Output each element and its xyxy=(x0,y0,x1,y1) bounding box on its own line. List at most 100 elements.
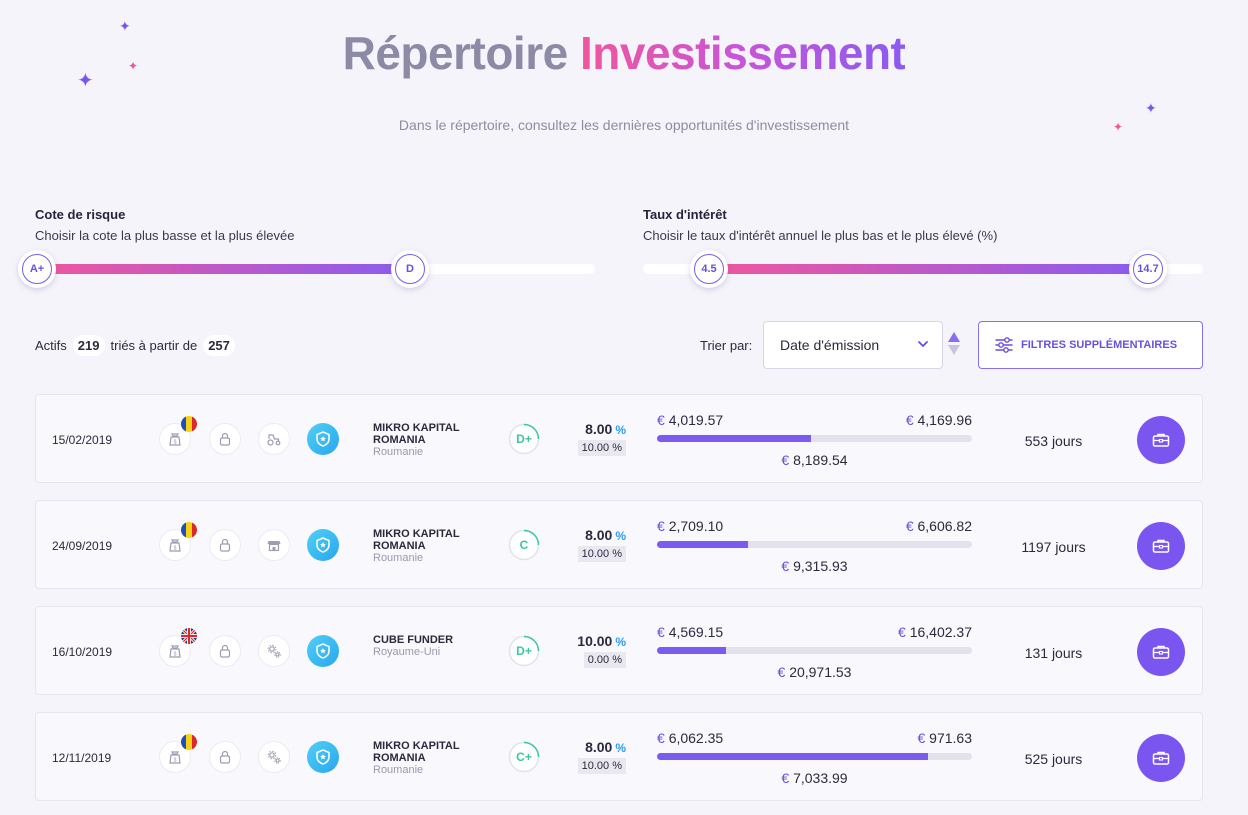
risk-grade: D+ xyxy=(516,432,532,446)
loan-term: 1197 jours xyxy=(1021,539,1086,555)
risk-grade: C+ xyxy=(516,750,532,764)
total-value: 20,971.53 xyxy=(789,664,852,680)
interest-min-value: 4.5 xyxy=(694,254,724,284)
company-info: MIKRO KAPITAL ROMANIA Roumanie xyxy=(373,422,483,458)
gears-icon[interactable] xyxy=(258,741,290,773)
results-summary: Actifs 219 triés à partir de 257 xyxy=(35,335,235,356)
invested-value: 6,062.35 xyxy=(668,730,724,746)
shield-icon[interactable] xyxy=(307,529,339,561)
chevron-down-icon xyxy=(918,341,928,348)
active-count: 219 xyxy=(72,335,105,356)
romania-flag-icon xyxy=(181,734,197,750)
briefcase-icon xyxy=(1152,645,1170,659)
risk-grade: C xyxy=(519,538,529,552)
company-info: MIKRO KAPITAL ROMANIA Roumanie xyxy=(373,528,483,564)
lock-icon[interactable] xyxy=(209,741,241,773)
secondary-rate: 10.00 % xyxy=(577,546,626,562)
risk-grade: D+ xyxy=(516,644,532,658)
svg-text:$: $ xyxy=(174,546,177,552)
shield-icon[interactable] xyxy=(307,423,339,455)
lock-icon[interactable] xyxy=(209,635,241,667)
loan-term: 553 jours xyxy=(1024,433,1083,449)
currency-symbol: € xyxy=(777,664,786,680)
loan-date: 16/10/2019 xyxy=(52,645,113,659)
funding-progress-bar xyxy=(657,753,972,760)
invest-button[interactable] xyxy=(1137,522,1185,570)
company-info: CUBE FUNDER Royaume-Uni xyxy=(373,634,483,658)
lock-icon[interactable] xyxy=(209,423,241,455)
risk-max-value: D xyxy=(395,254,425,284)
invested-amount: € 4,019.57 xyxy=(657,412,723,428)
interest-rate: 8.00% 10.00 % xyxy=(566,739,626,774)
store-icon[interactable] xyxy=(258,529,290,561)
currency-symbol: € xyxy=(905,412,914,428)
company-name: CUBE FUNDER xyxy=(373,634,454,646)
currency-symbol: € xyxy=(781,770,790,786)
currency-symbol: € xyxy=(905,518,914,534)
svg-text:$: $ xyxy=(174,652,177,658)
interest-filter: Taux d'intérêt Choisir le taux d'intérêt… xyxy=(643,207,997,243)
invested-value: 4,569.15 xyxy=(668,624,724,640)
loan-term: 131 jours xyxy=(1024,645,1083,661)
total-value: 7,033.99 xyxy=(793,770,848,786)
interest-slider-fill xyxy=(709,264,1148,274)
loan-row[interactable]: 16/10/2019 $ CUBE FUNDER Royaume-Uni D+ … xyxy=(35,606,1203,695)
total-count: 257 xyxy=(203,335,235,356)
company-name: MIKRO KAPITAL ROMANIA xyxy=(373,740,460,764)
sparkle-icon: ✦ xyxy=(77,70,94,92)
invest-button[interactable] xyxy=(1137,416,1185,464)
invest-button[interactable] xyxy=(1137,628,1185,676)
risk-slider-max-handle[interactable]: D xyxy=(391,250,429,288)
available-amount: € 16,402.37 xyxy=(898,624,972,640)
interest-slider-max-handle[interactable]: 14.7 xyxy=(1129,250,1167,288)
summary-prefix: Actifs xyxy=(35,338,67,353)
loan-row[interactable]: 15/02/2019 $ MIKRO KAPITAL ROMANIA Rouma… xyxy=(35,394,1203,483)
sort-label: Trier par: xyxy=(700,338,753,353)
sort-ascending-icon[interactable] xyxy=(948,332,960,342)
tractor-icon[interactable] xyxy=(258,423,290,455)
interest-slider-min-handle[interactable]: 4.5 xyxy=(690,250,728,288)
currency-symbol: € xyxy=(917,730,926,746)
sort-descending-icon[interactable] xyxy=(948,345,960,355)
shield-icon[interactable] xyxy=(307,741,339,773)
secondary-rate: 0.00 % xyxy=(583,652,626,668)
total-amount: € 20,971.53 xyxy=(657,664,972,680)
sort-direction-toggle[interactable] xyxy=(948,332,962,355)
loan-row[interactable]: 24/09/2019 $ MIKRO KAPITAL ROMANIA Rouma… xyxy=(35,500,1203,589)
available-amount: € 6,606.82 xyxy=(906,518,972,534)
invested-amount: € 4,569.15 xyxy=(657,624,723,640)
invested-amount: € 6,062.35 xyxy=(657,730,723,746)
page-title: Répertoire Investissement xyxy=(0,26,1248,80)
page-subtitle: Dans le répertoire, consultez les derniè… xyxy=(398,117,850,133)
lock-icon[interactable] xyxy=(209,529,241,561)
svg-text:$: $ xyxy=(174,440,177,446)
risk-filter-label: Cote de risque xyxy=(35,207,126,222)
briefcase-icon xyxy=(1152,751,1170,765)
romania-flag-icon xyxy=(181,416,197,432)
risk-grade-badge: D+ xyxy=(508,635,540,667)
sort-select[interactable]: Date d'émission xyxy=(763,321,943,369)
page-title-part1: Répertoire xyxy=(342,27,569,79)
sort-select-value: Date d'émission xyxy=(780,337,880,353)
invested-amount: € 2,709.10 xyxy=(657,518,723,534)
company-name: MIKRO KAPITAL ROMANIA xyxy=(373,422,460,446)
invest-button[interactable] xyxy=(1137,734,1185,782)
total-value: 8,189.54 xyxy=(793,452,848,468)
company-country: Royaume-Uni xyxy=(373,646,441,658)
total-value: 9,315.93 xyxy=(793,558,848,574)
loan-date: 12/11/2019 xyxy=(52,751,112,765)
total-amount: € 8,189.54 xyxy=(657,452,972,468)
funding-progress-fill xyxy=(657,541,749,548)
loan-row[interactable]: 12/11/2019 $ MIKRO KAPITAL ROMANIA Rouma… xyxy=(35,712,1203,801)
interest-rate: 8.00% 10.00 % xyxy=(566,421,626,456)
gears-icon[interactable] xyxy=(258,635,290,667)
shield-icon[interactable] xyxy=(307,635,339,667)
interest-rate-value: 8.00 xyxy=(585,739,613,755)
risk-slider-fill xyxy=(37,264,409,274)
more-filters-button[interactable]: FILTRES SUPPLÉMENTAIRES xyxy=(978,321,1203,369)
interest-rate-unit: % xyxy=(615,529,626,543)
currency-symbol: € xyxy=(898,624,906,640)
currency-symbol: € xyxy=(781,558,790,574)
sparkle-icon: ✦ xyxy=(1145,100,1157,116)
risk-slider-min-handle[interactable]: A+ xyxy=(18,250,56,288)
